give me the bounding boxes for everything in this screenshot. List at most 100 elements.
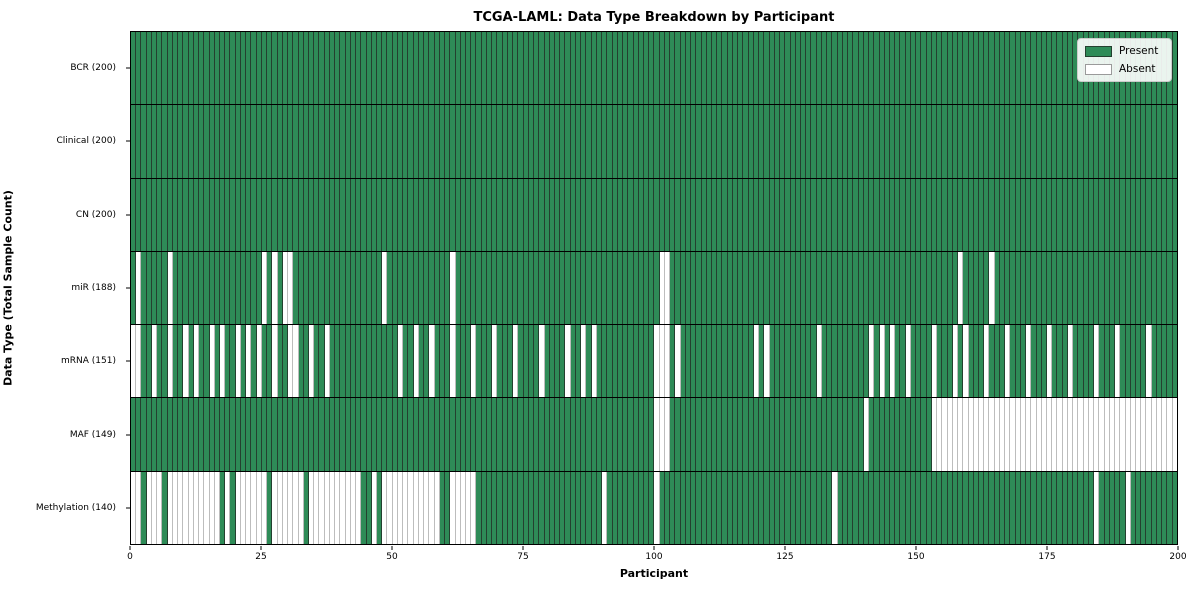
present-swatch-icon (1085, 45, 1112, 57)
cell (623, 105, 629, 178)
cell (816, 398, 822, 471)
cell (973, 325, 979, 398)
cell (1146, 105, 1152, 178)
cell (434, 325, 440, 398)
cell (549, 325, 555, 398)
cell (848, 471, 854, 544)
cell (1151, 251, 1157, 325)
cell (769, 105, 775, 178)
cell (717, 251, 723, 325)
cell (628, 471, 634, 544)
cell (518, 105, 524, 178)
cell (282, 471, 289, 544)
cell (335, 32, 341, 105)
cell (392, 398, 398, 471)
cell (261, 251, 268, 325)
cell (973, 398, 979, 471)
cell (623, 178, 629, 251)
cell (1120, 471, 1126, 544)
cell (183, 325, 189, 398)
cell (397, 398, 404, 471)
cell (743, 398, 749, 471)
cell (560, 398, 566, 471)
cell (858, 471, 864, 544)
cell (968, 32, 974, 105)
cell (780, 471, 786, 544)
cell (670, 251, 676, 325)
cell (659, 178, 665, 251)
cell (581, 325, 587, 398)
cell (413, 105, 419, 178)
cell (141, 105, 147, 178)
cell (848, 105, 854, 178)
cell (455, 32, 461, 105)
cell (1015, 178, 1021, 251)
ytick-label-bcr: BCR (200) (70, 62, 116, 73)
cell (937, 251, 943, 325)
cell (769, 325, 775, 398)
cell (434, 105, 440, 178)
cell (340, 105, 346, 178)
cell (225, 178, 231, 251)
cell (356, 32, 362, 105)
cell (858, 178, 864, 251)
cell (743, 471, 749, 544)
cell (958, 398, 964, 471)
cell (356, 325, 362, 398)
cell (408, 251, 414, 325)
cell (937, 325, 943, 398)
cell (1162, 471, 1168, 544)
cell (921, 32, 927, 105)
cell (1052, 178, 1058, 251)
cell (1104, 398, 1110, 471)
cell (371, 178, 378, 251)
cell (523, 251, 529, 325)
cell (314, 325, 320, 398)
cell (554, 105, 561, 178)
cell (884, 251, 890, 325)
cell (1041, 471, 1048, 544)
cell (214, 178, 220, 251)
cell (795, 398, 801, 471)
cell (408, 105, 414, 178)
cell (623, 251, 629, 325)
cell (664, 251, 671, 325)
cell (984, 398, 990, 471)
cell (261, 32, 268, 105)
cell (539, 471, 545, 544)
cell (827, 105, 833, 178)
cell (424, 105, 430, 178)
cell (544, 32, 550, 105)
cell (722, 471, 728, 544)
cell (1052, 251, 1058, 325)
cell (978, 471, 985, 544)
cell (335, 105, 341, 178)
cell (502, 32, 508, 105)
cell (806, 178, 812, 251)
cell (413, 32, 419, 105)
cell (513, 471, 519, 544)
cell (329, 178, 336, 251)
cell (670, 325, 676, 398)
cell (387, 32, 393, 105)
xtick-mark (129, 546, 131, 550)
cell (492, 32, 498, 105)
cell (151, 32, 158, 105)
cell (947, 325, 953, 398)
cell (649, 251, 655, 325)
cell (1146, 471, 1152, 544)
cell (869, 105, 875, 178)
cell (261, 398, 268, 471)
cell (183, 471, 189, 544)
cell (240, 325, 247, 398)
cell (319, 471, 325, 544)
cell (209, 251, 215, 325)
cell (811, 178, 817, 251)
cell (837, 251, 843, 325)
cell (832, 471, 838, 544)
cell (1073, 178, 1079, 251)
cell (1109, 325, 1116, 398)
cell (1062, 398, 1068, 471)
cell (596, 325, 603, 398)
cell (696, 105, 702, 178)
